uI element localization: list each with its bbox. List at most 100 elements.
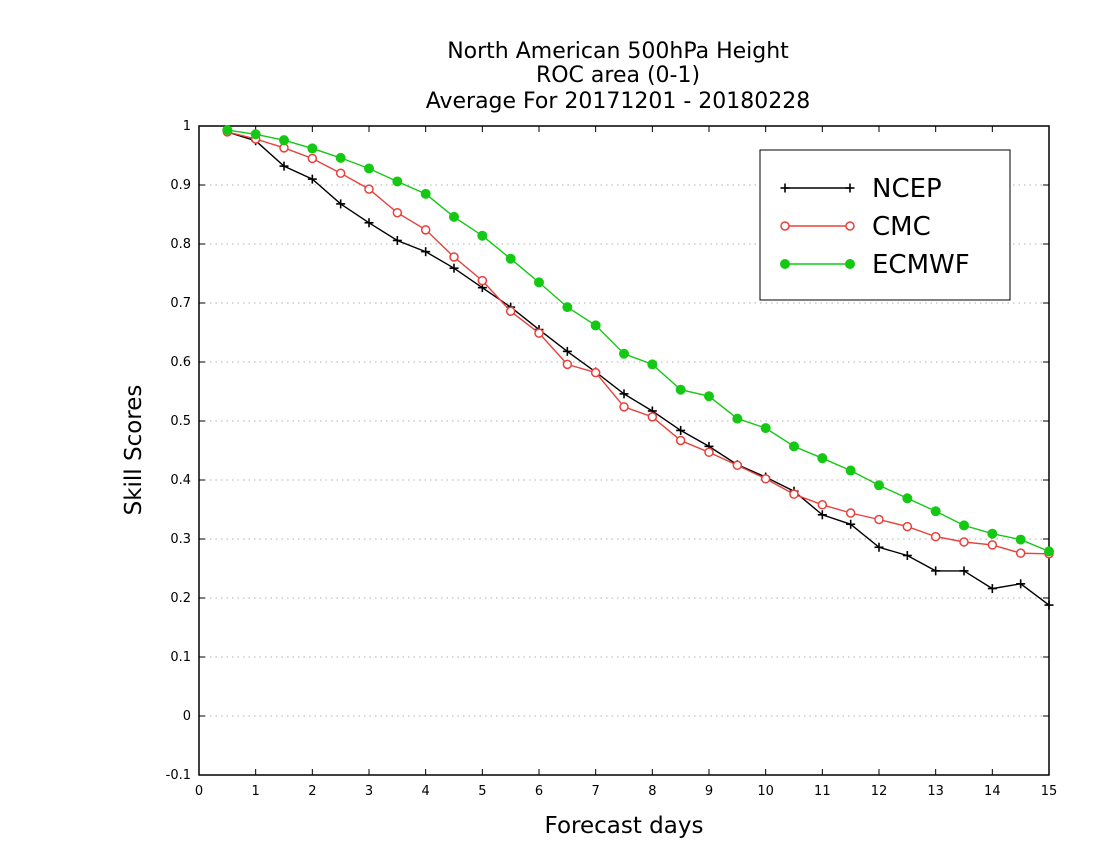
data-point-ncep (959, 566, 969, 576)
x-tick-label: 6 (535, 784, 543, 799)
y-tick-label: 0.5 (170, 414, 191, 429)
data-point-cmc (307, 153, 318, 164)
y-tick-label: 0.3 (170, 532, 191, 547)
x-tick-label: 5 (478, 784, 486, 799)
data-point-cmc (335, 168, 346, 178)
y-tick-label: 1 (183, 119, 191, 134)
data-point-ncep (562, 346, 572, 356)
data-point-ncep (1016, 579, 1026, 589)
data-point-ecmwf (987, 528, 998, 539)
data-point-cmc (1015, 548, 1026, 558)
x-tick-label: 2 (308, 784, 316, 799)
legend-marker-ncep (845, 183, 855, 193)
data-point-ecmwf (902, 493, 913, 504)
data-point-cmc (477, 275, 488, 286)
data-point-ncep (336, 199, 346, 209)
data-point-ecmwf (222, 125, 233, 136)
x-tick-label: 0 (195, 784, 203, 799)
y-axis-label: Skill Scores (121, 385, 147, 516)
legend-box (759, 149, 1011, 301)
y-tick-label: 0.6 (170, 355, 191, 370)
data-point-ecmwf (562, 302, 573, 313)
data-point-cmc (675, 435, 686, 446)
chart-title-line-2: ROC area (0-1) (536, 63, 700, 88)
x-tick-label: 10 (757, 784, 774, 799)
data-point-cmc (647, 412, 658, 422)
series-layer (222, 125, 1054, 610)
data-point-ecmwf (534, 277, 544, 288)
data-point-ncep (902, 551, 912, 561)
data-point-ecmwf (959, 520, 969, 531)
data-point-ecmwf (817, 453, 828, 464)
legend-marker-ecmwf (845, 259, 855, 269)
data-point-ecmwf (930, 506, 941, 517)
x-tick-label: 12 (871, 784, 888, 799)
data-point-cmc (987, 540, 998, 550)
data-point-ecmwf (364, 163, 374, 174)
data-point-ecmwf (647, 359, 658, 370)
data-point-ncep (1044, 600, 1054, 610)
axes: -0.100.10.20.30.40.50.60.70.80.910 1 2 3 4 5 6… (166, 119, 1058, 799)
data-point-ncep (931, 566, 941, 576)
data-point-ecmwf (760, 423, 771, 434)
y-tick-label: 0.8 (170, 237, 191, 252)
data-point-ecmwf (279, 135, 289, 146)
data-point-ncep (846, 519, 856, 529)
plot-frame (198, 125, 1050, 776)
data-point-cmc (845, 508, 856, 518)
x-tick-label: 9 (705, 784, 713, 799)
legend-marker-cmc (845, 221, 855, 231)
data-point-cmc (817, 500, 828, 510)
x-tick-label: 1 (252, 784, 260, 799)
legend: NCEP CMC ECMWF (759, 149, 1011, 301)
data-point-cmc (902, 521, 913, 532)
data-point-ncep (987, 584, 997, 594)
y-tick-label: 0 (183, 709, 191, 724)
data-point-ecmwf (590, 320, 601, 331)
data-point-cmc (930, 531, 941, 542)
series-line-ecmwf (227, 129, 1050, 553)
data-point-cmc (619, 402, 629, 412)
data-point-ecmwf (675, 384, 686, 395)
legend-label-cmc: CMC (872, 212, 931, 242)
legend-label-ecmwf: ECMWF (872, 250, 970, 280)
data-point-ncep (676, 425, 686, 435)
data-point-ncep (392, 235, 402, 245)
data-point-cmc (704, 447, 714, 458)
x-tick-label: 3 (365, 784, 373, 799)
y-tick-label: 0.1 (170, 650, 191, 665)
x-tick-label: 11 (814, 784, 831, 799)
legend-marker-ecmwf (780, 259, 790, 269)
series-line-ncep (227, 131, 1050, 606)
chart-title-line-3: Average For 20171201 - 20180228 (426, 89, 811, 114)
x-axis-label: Forecast days (545, 813, 704, 839)
data-point-ecmwf (1044, 546, 1054, 557)
data-point-ecmwf (1015, 534, 1026, 545)
data-point-ncep (421, 247, 431, 257)
data-point-ncep (364, 218, 374, 228)
data-point-ecmwf (392, 176, 403, 187)
data-point-ecmwf (704, 391, 714, 402)
data-point-cmc (732, 460, 743, 470)
x-tick-label: 7 (592, 784, 600, 799)
data-point-cmc (760, 474, 771, 484)
data-point-ecmwf (619, 348, 629, 359)
data-point-ecmwf (732, 413, 743, 424)
data-point-ncep (279, 161, 289, 171)
data-point-ecmwf (874, 480, 884, 491)
data-point-cmc (534, 328, 544, 338)
data-point-ecmwf (307, 143, 318, 154)
x-tick-label: 8 (648, 784, 656, 799)
data-point-ecmwf (250, 129, 261, 140)
y-tick-label: 0.4 (170, 473, 191, 488)
data-point-cmc (392, 207, 403, 218)
y-tick-label: 0.7 (170, 296, 191, 311)
data-point-ncep (619, 389, 629, 399)
data-point-ecmwf (420, 188, 431, 199)
y-tick-label: 0.9 (170, 178, 191, 193)
data-point-ncep (817, 510, 827, 520)
data-point-ncep (449, 263, 459, 273)
data-point-cmc (874, 514, 884, 525)
chart-title: North American 500hPa Height ROC area (0… (426, 39, 811, 114)
legend-label-ncep: NCEP (872, 174, 942, 204)
